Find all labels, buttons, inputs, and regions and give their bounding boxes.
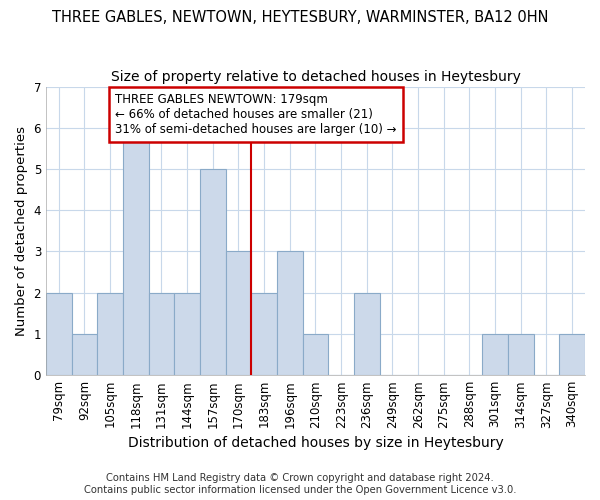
Bar — [482, 334, 508, 375]
Bar — [200, 169, 226, 375]
Title: Size of property relative to detached houses in Heytesbury: Size of property relative to detached ho… — [110, 70, 520, 84]
Bar — [174, 292, 200, 375]
Bar — [354, 292, 380, 375]
Text: Contains HM Land Registry data © Crown copyright and database right 2024.
Contai: Contains HM Land Registry data © Crown c… — [84, 474, 516, 495]
Bar — [251, 292, 277, 375]
Bar — [302, 334, 328, 375]
Bar — [277, 252, 302, 375]
Y-axis label: Number of detached properties: Number of detached properties — [15, 126, 28, 336]
Bar — [226, 252, 251, 375]
Bar — [123, 128, 149, 375]
Bar — [149, 292, 174, 375]
Bar — [71, 334, 97, 375]
Bar — [508, 334, 533, 375]
Bar — [559, 334, 585, 375]
Text: THREE GABLES, NEWTOWN, HEYTESBURY, WARMINSTER, BA12 0HN: THREE GABLES, NEWTOWN, HEYTESBURY, WARMI… — [52, 10, 548, 25]
Text: THREE GABLES NEWTOWN: 179sqm
← 66% of detached houses are smaller (21)
31% of se: THREE GABLES NEWTOWN: 179sqm ← 66% of de… — [115, 92, 397, 136]
Bar — [46, 292, 71, 375]
Bar — [97, 292, 123, 375]
X-axis label: Distribution of detached houses by size in Heytesbury: Distribution of detached houses by size … — [128, 436, 503, 450]
